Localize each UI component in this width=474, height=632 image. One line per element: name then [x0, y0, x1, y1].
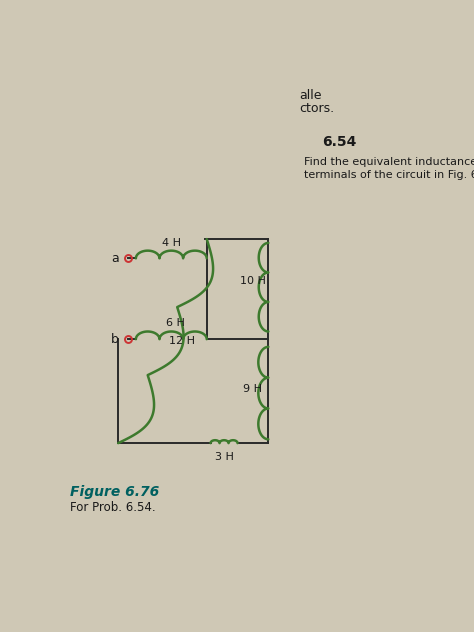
Text: 12 H: 12 H: [169, 336, 195, 346]
Text: Figure 6.76: Figure 6.76: [70, 485, 159, 499]
Text: 6.54: 6.54: [322, 135, 356, 149]
Text: terminals of the circuit in Fig. 6.76.: terminals of the circuit in Fig. 6.76.: [304, 170, 474, 179]
Text: ctors.: ctors.: [299, 102, 334, 115]
Text: alle: alle: [299, 89, 322, 102]
Text: 6 H: 6 H: [166, 319, 184, 329]
Text: Find the equivalent inductance looking into the: Find the equivalent inductance looking i…: [304, 157, 474, 167]
Text: For Prob. 6.54.: For Prob. 6.54.: [70, 501, 155, 514]
Text: 4 H: 4 H: [162, 238, 181, 248]
Text: 10 H: 10 H: [240, 276, 266, 286]
Text: b: b: [111, 332, 119, 346]
Text: a: a: [111, 252, 119, 265]
Text: 3 H: 3 H: [215, 453, 234, 463]
Text: 9 H: 9 H: [244, 384, 263, 394]
